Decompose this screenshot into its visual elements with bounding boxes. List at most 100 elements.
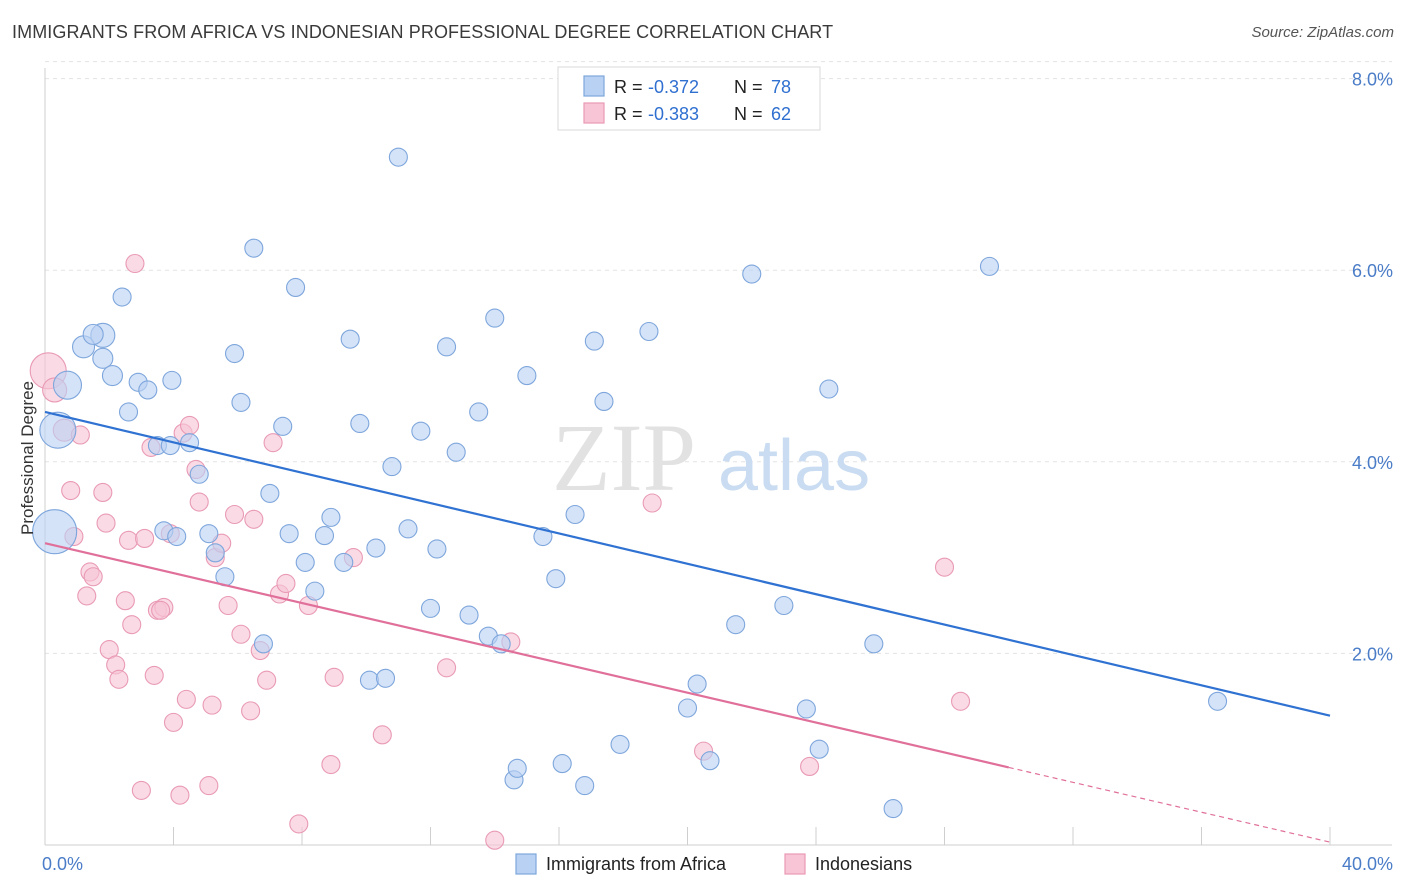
point-blue-8 — [112, 287, 132, 307]
point-pink-48 — [321, 754, 341, 775]
trend-lines — [44, 410, 1331, 843]
point-blue-19 — [205, 543, 225, 563]
point-pink-33 — [202, 695, 222, 715]
point-blue-31 — [314, 526, 335, 546]
point-blue-25 — [260, 483, 280, 503]
legend-top-swatch-pink — [583, 102, 605, 124]
point-pink-45 — [276, 573, 296, 594]
point-blue-66 — [700, 751, 720, 771]
point-blue-33 — [334, 552, 354, 572]
point-blue-0 — [32, 509, 78, 555]
point-pink-8 — [83, 567, 103, 587]
legend-top-swatch-blue — [583, 75, 605, 97]
point-blue-29 — [295, 552, 315, 572]
point-blue-60 — [584, 331, 604, 351]
watermark: ZIP atlas — [552, 404, 870, 511]
point-blue-62 — [610, 734, 630, 754]
point-blue-27 — [279, 524, 299, 544]
point-pink-9 — [93, 482, 113, 503]
point-pink-16 — [122, 615, 142, 635]
y-tick-label-3: 8.0% — [1352, 70, 1393, 90]
y-axis-label: Professional Degree — [18, 381, 37, 535]
point-blue-6 — [92, 347, 114, 369]
legend-n-label-pink: N = — [734, 104, 763, 124]
point-pink-32 — [199, 776, 219, 796]
point-blue-65 — [687, 674, 707, 694]
point-blue-28 — [286, 277, 306, 297]
x-tick-label-1: 40.0% — [1342, 854, 1393, 874]
point-pink-40 — [244, 509, 264, 529]
point-blue-76 — [1208, 691, 1228, 711]
watermark-atlas: atlas — [718, 426, 870, 506]
point-blue-74 — [883, 799, 903, 819]
point-blue-68 — [742, 264, 762, 284]
point-blue-57 — [552, 754, 572, 774]
trend-line-blue — [44, 410, 1331, 717]
y-tick-label-0: 2.0% — [1352, 644, 1393, 664]
point-pink-3 — [61, 480, 81, 501]
point-pink-51 — [372, 725, 392, 745]
point-blue-36 — [359, 670, 380, 690]
chart-source: Source: ZipAtlas.com — [1251, 24, 1394, 41]
point-blue-71 — [809, 739, 829, 759]
legend-bottom-swatch-blue — [515, 853, 537, 875]
point-blue-17 — [189, 464, 209, 484]
point-blue-45 — [437, 337, 457, 357]
legend-r-value-blue: -0.372 — [648, 77, 699, 97]
point-pink-46 — [289, 814, 309, 834]
point-pink-58 — [934, 557, 955, 577]
point-blue-73 — [864, 634, 884, 654]
point-blue-5 — [82, 323, 104, 345]
point-blue-64 — [677, 698, 698, 718]
point-pink-43 — [263, 433, 283, 453]
point-blue-26 — [273, 416, 293, 436]
point-pink-38 — [231, 624, 251, 644]
point-blue-35 — [350, 413, 370, 434]
point-blue-23 — [244, 238, 264, 258]
point-blue-55 — [533, 526, 553, 547]
point-blue-56 — [546, 569, 566, 589]
point-pink-6 — [77, 586, 97, 606]
point-blue-72 — [819, 379, 839, 399]
point-pink-59 — [951, 691, 971, 711]
point-blue-41 — [398, 519, 418, 539]
point-blue-58 — [565, 504, 585, 525]
legend-bottom-label-pink: Indonesians — [815, 854, 912, 874]
point-blue-21 — [224, 343, 245, 364]
gridlines — [45, 61, 1392, 654]
y-tick-label-1: 4.0% — [1352, 453, 1393, 473]
legend-r-label-blue: R = — [614, 77, 643, 97]
point-blue-61 — [594, 391, 614, 411]
point-pink-29 — [180, 415, 200, 435]
svg-text:R =: R = — [614, 77, 643, 97]
x-tick-label-0: 0.0% — [42, 854, 83, 874]
point-blue-11 — [138, 380, 158, 400]
point-blue-18 — [199, 524, 219, 544]
point-pink-14 — [115, 591, 135, 611]
point-pink-21 — [144, 665, 164, 685]
chart-title: IMMIGRANTS FROM AFRICA VS INDONESIAN PRO… — [12, 22, 834, 42]
point-blue-24 — [253, 634, 274, 654]
point-pink-57 — [800, 756, 820, 776]
point-blue-54 — [517, 366, 537, 386]
point-blue-39 — [382, 457, 402, 477]
trend-line-pink-extension — [1008, 766, 1331, 843]
point-pink-42 — [257, 670, 277, 690]
point-blue-42 — [411, 421, 431, 441]
point-blue-59 — [575, 776, 595, 796]
legend-n-value-blue: 78 — [771, 77, 791, 97]
point-pink-10 — [96, 513, 116, 533]
point-blue-75 — [979, 256, 1000, 276]
point-pink-36 — [218, 595, 238, 616]
point-pink-15 — [118, 530, 139, 550]
point-pink-39 — [241, 701, 261, 721]
point-blue-7 — [101, 365, 124, 387]
point-blue-2 — [52, 370, 83, 400]
tick-labels: 2.0% 4.0% 6.0% 8.0% 0.0% 40.0% — [42, 70, 1393, 874]
point-blue-1 — [39, 411, 77, 449]
point-pink-52 — [437, 658, 457, 678]
point-pink-55 — [642, 493, 662, 513]
point-blue-30 — [305, 581, 325, 601]
point-pink-28 — [176, 689, 196, 709]
